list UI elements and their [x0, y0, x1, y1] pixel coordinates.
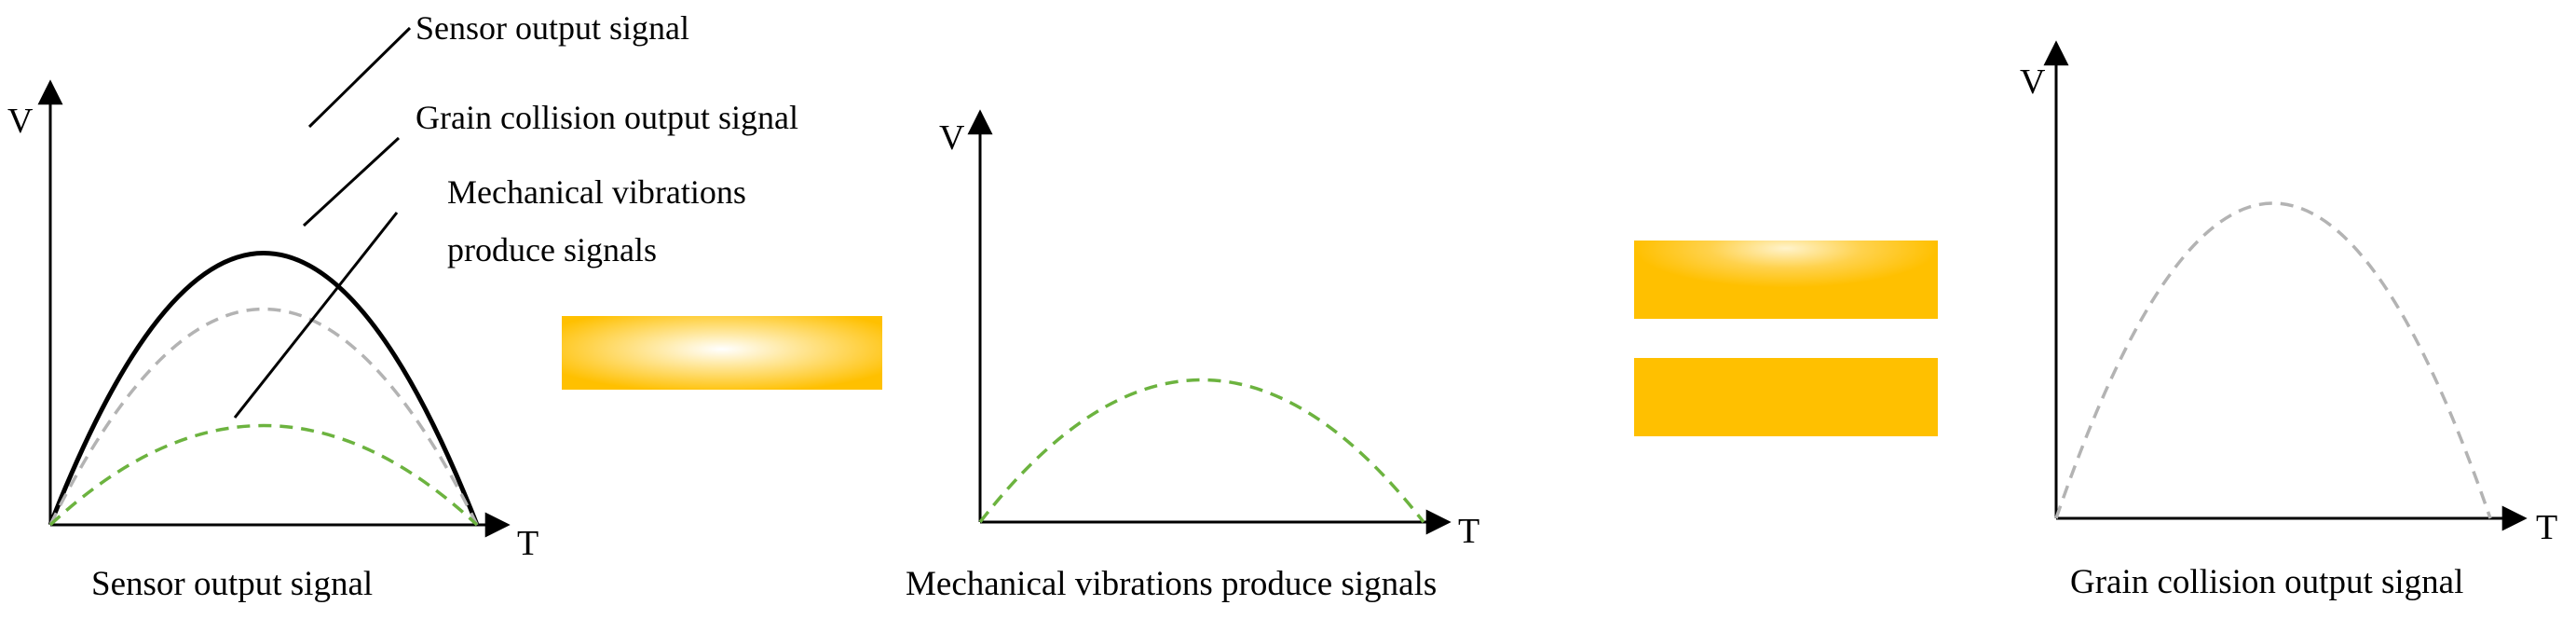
grain-callout: Grain collision output signal — [416, 99, 798, 136]
vibration-y-axis-label: V — [939, 118, 965, 158]
sensor-output-curve — [48, 251, 480, 526]
grain-callout-leader — [302, 136, 401, 227]
equals-top-bar — [1634, 241, 1938, 319]
grain-collision-curve — [48, 307, 479, 526]
sensor-callout-leader — [307, 26, 412, 129]
sensor-caption: Sensor output signal — [91, 565, 373, 603]
minus-sign — [562, 316, 882, 390]
vibration-caption: Mechanical vibrations produce signals — [906, 565, 1437, 603]
vibration-only-curve — [978, 378, 1425, 524]
vibration-callout-line1: Mechanical vibrations — [447, 173, 746, 211]
grain-y-axis-label: V — [2020, 62, 2046, 102]
sensor-panel: V T Sensor output signal Grain collision… — [7, 9, 798, 603]
vibration-callout-line2: produce signals — [447, 231, 657, 268]
sensor-y-axis-label: V — [7, 102, 34, 141]
equals-bottom-bar — [1634, 358, 1938, 436]
grain-panel: V T Grain collision output signal — [2020, 40, 2557, 601]
grain-x-axis-label: T — [2536, 508, 2557, 547]
equals-sign — [1634, 241, 1938, 436]
vibration-panel: V T Mechanical vibrations produce signal… — [906, 109, 1479, 603]
vibration-curve — [48, 423, 479, 527]
sensor-callout: Sensor output signal — [416, 9, 689, 47]
vibration-x-axis-label: T — [1458, 512, 1479, 551]
grain-only-curve — [2054, 201, 2492, 519]
vibration-callout-leader — [233, 212, 399, 419]
sensor-x-axis-label: T — [517, 524, 538, 563]
grain-caption: Grain collision output signal — [2070, 563, 2463, 601]
